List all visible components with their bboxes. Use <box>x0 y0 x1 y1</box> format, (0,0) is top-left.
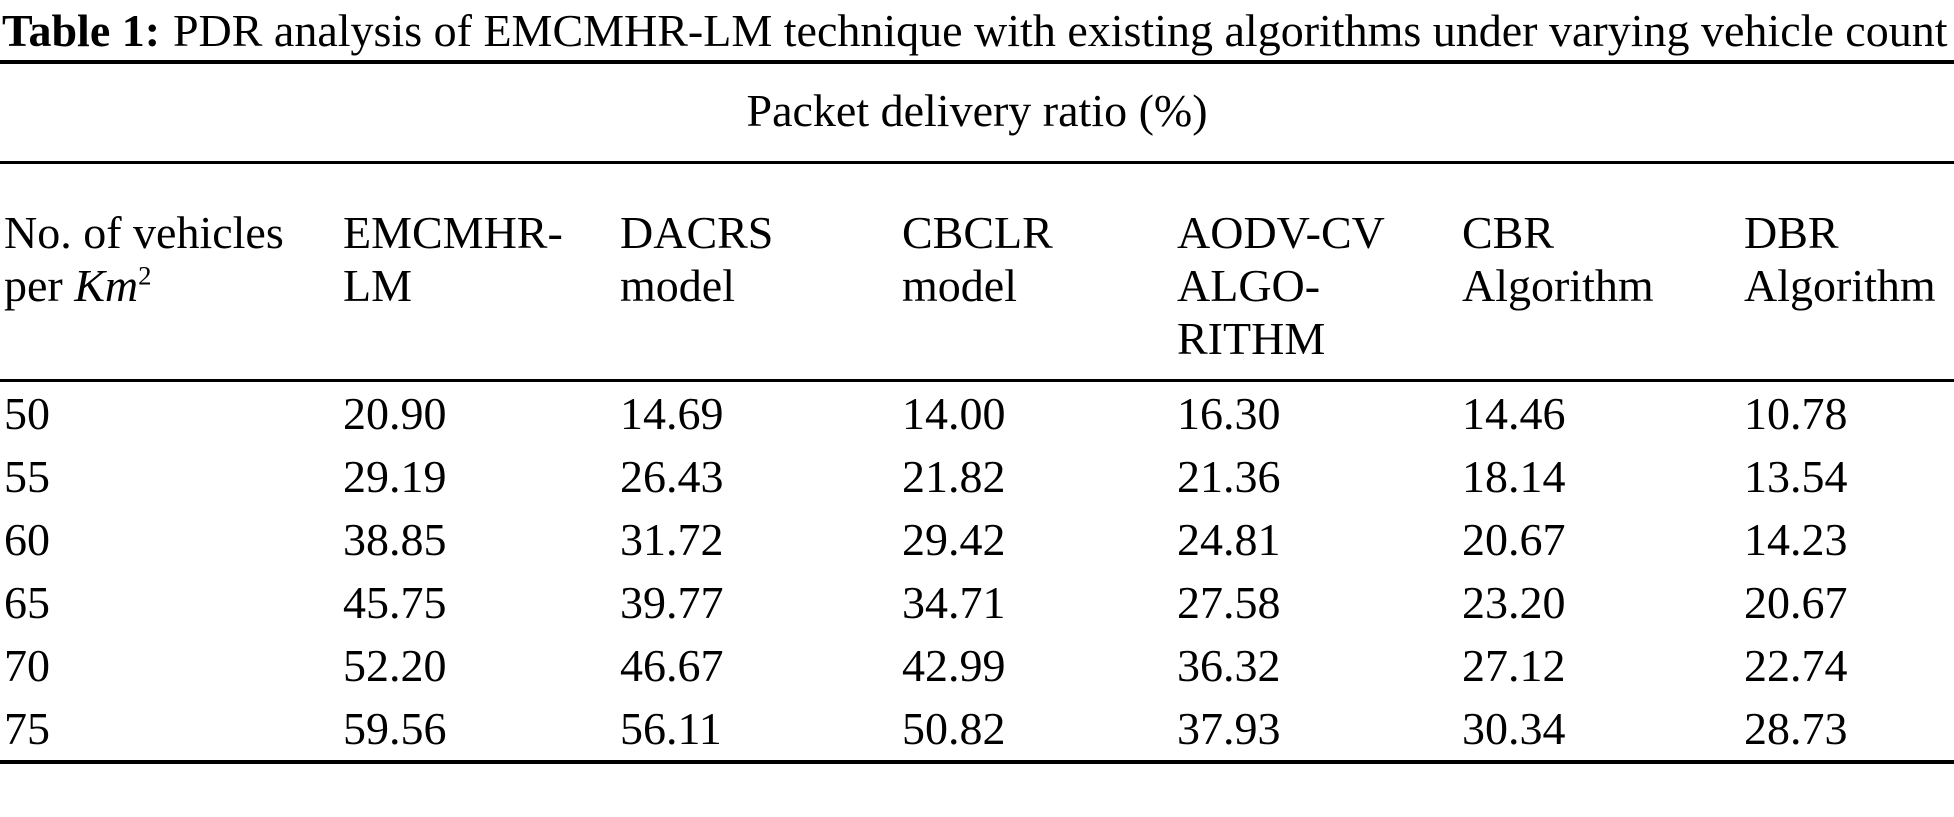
pdr-value-cell: 28.73 <box>1740 697 1954 764</box>
pdr-value-cell: 24.81 <box>1177 514 1281 565</box>
pdr-value-cell: 56.11 <box>616 697 898 764</box>
pdr-value-cell: 27.12 <box>1462 640 1566 691</box>
table-row: 65 45.75 39.77 34.71 27.58 23.20 20.67 <box>0 571 1954 634</box>
pdr-value-cell: 45.75 <box>343 577 447 628</box>
column-header-row: No. of vehicles per Km2 EMCMHR- LM DACRS… <box>0 162 1954 382</box>
col-header-line: Algorithm <box>1462 260 1654 311</box>
pdr-value-cell: 30.34 <box>1458 697 1740 764</box>
pdr-value-cell: 18.14 <box>1462 451 1566 502</box>
pdr-value-cell: 59.56 <box>339 697 616 764</box>
col-header-line: model <box>902 260 1017 311</box>
row-vehicle-count: 55 <box>4 451 50 502</box>
pdr-value-cell: 26.43 <box>620 451 724 502</box>
pdr-value-cell: 20.67 <box>1462 514 1566 565</box>
table-caption-label: Table 1: <box>2 5 161 56</box>
pdr-value-cell: 50.82 <box>898 697 1173 764</box>
span-header-row: Packet delivery ratio (%) <box>0 60 1954 164</box>
pdr-value-cell: 14.69 <box>620 388 724 439</box>
col-header-line: No. of vehicles <box>4 207 284 258</box>
row-vehicle-count: 70 <box>4 640 50 691</box>
table-row: 55 29.19 26.43 21.82 21.36 18.14 13.54 <box>0 445 1954 508</box>
col-header-line: model <box>620 260 735 311</box>
col-header-emcmhr-lm: EMCMHR- LM <box>339 162 616 382</box>
row-vehicle-count: 75 <box>0 697 339 764</box>
col-header-line: per <box>4 260 75 311</box>
table-row: 60 38.85 31.72 29.42 24.81 20.67 14.23 <box>0 508 1954 571</box>
pdr-value-cell: 21.82 <box>902 451 1006 502</box>
pdr-value-cell: 31.72 <box>620 514 724 565</box>
km-unit-label: Km <box>74 260 139 311</box>
pdr-value-cell: 29.42 <box>902 514 1006 565</box>
pdr-value-cell: 42.99 <box>902 640 1006 691</box>
pdr-value-cell: 21.36 <box>1177 451 1281 502</box>
pdr-value-cell: 14.23 <box>1744 514 1848 565</box>
col-header-line: ALGO- <box>1177 260 1321 311</box>
pdr-table: Packet delivery ratio (%) No. of vehicle… <box>0 60 1954 764</box>
pdr-value-cell: 14.00 <box>902 388 1006 439</box>
km-superscript: 2 <box>138 260 152 291</box>
col-header-aodv-cv: AODV-CV ALGO- RITHM <box>1173 162 1458 382</box>
pdr-value-cell: 38.85 <box>343 514 447 565</box>
pdr-value-cell: 23.20 <box>1462 577 1566 628</box>
pdr-value-cell: 46.67 <box>620 640 724 691</box>
col-header-vehicles: No. of vehicles per Km2 <box>0 162 339 382</box>
pdr-value-cell: 16.30 <box>1177 388 1281 439</box>
col-header-dbr: DBR Algorithm <box>1740 162 1954 382</box>
col-header-line: Algorithm <box>1744 260 1936 311</box>
table-row: 75 59.56 56.11 50.82 37.93 30.34 28.73 <box>0 697 1954 764</box>
col-header-line: RITHM <box>1177 313 1326 364</box>
table-row: 70 52.20 46.67 42.99 36.32 27.12 22.74 <box>0 634 1954 697</box>
col-header-line: AODV-CV <box>1177 207 1385 258</box>
pdr-value-cell: 10.78 <box>1744 388 1848 439</box>
pdr-value-cell: 29.19 <box>343 451 447 502</box>
pdr-value-cell: 27.58 <box>1177 577 1281 628</box>
table-caption-text: PDR analysis of EMCMHR-LM technique with… <box>172 5 1948 56</box>
col-header-line: DBR <box>1744 207 1839 258</box>
col-header-line: CBCLR <box>902 207 1053 258</box>
pdr-value-cell: 36.32 <box>1177 640 1281 691</box>
pdr-value-cell: 34.71 <box>902 577 1006 628</box>
pdr-value-cell: 20.90 <box>343 388 447 439</box>
row-vehicle-count: 65 <box>4 577 50 628</box>
col-header-cbclr: CBCLR model <box>898 162 1173 382</box>
table-row: 50 20.90 14.69 14.00 16.30 14.46 10.78 <box>0 381 1954 446</box>
table-caption: Table 1: PDR analysis of EMCMHR-LM techni… <box>0 0 1954 58</box>
row-vehicle-count: 50 <box>4 388 50 439</box>
col-header-cbr: CBR Algorithm <box>1458 162 1740 382</box>
col-header-line: EMCMHR- <box>343 207 563 258</box>
span-header-packet-delivery-ratio: Packet delivery ratio (%) <box>0 60 1954 164</box>
table-body: 50 20.90 14.69 14.00 16.30 14.46 10.78 55 29.19 2… <box>0 381 1954 764</box>
pdr-value-cell: 22.74 <box>1744 640 1848 691</box>
col-header-line: CBR <box>1462 207 1555 258</box>
pdr-value-cell: 20.67 <box>1744 577 1848 628</box>
col-header-dacrs: DACRS model <box>616 162 898 382</box>
col-header-line: DACRS <box>620 207 774 258</box>
pdr-value-cell: 13.54 <box>1744 451 1848 502</box>
pdr-value-cell: 39.77 <box>620 577 724 628</box>
pdr-value-cell: 52.20 <box>343 640 447 691</box>
col-header-line: LM <box>343 260 412 311</box>
pdr-value-cell: 14.46 <box>1462 388 1566 439</box>
table-head: Packet delivery ratio (%) No. of vehicle… <box>0 60 1954 382</box>
pdr-value-cell: 37.93 <box>1173 697 1458 764</box>
row-vehicle-count: 60 <box>4 514 50 565</box>
